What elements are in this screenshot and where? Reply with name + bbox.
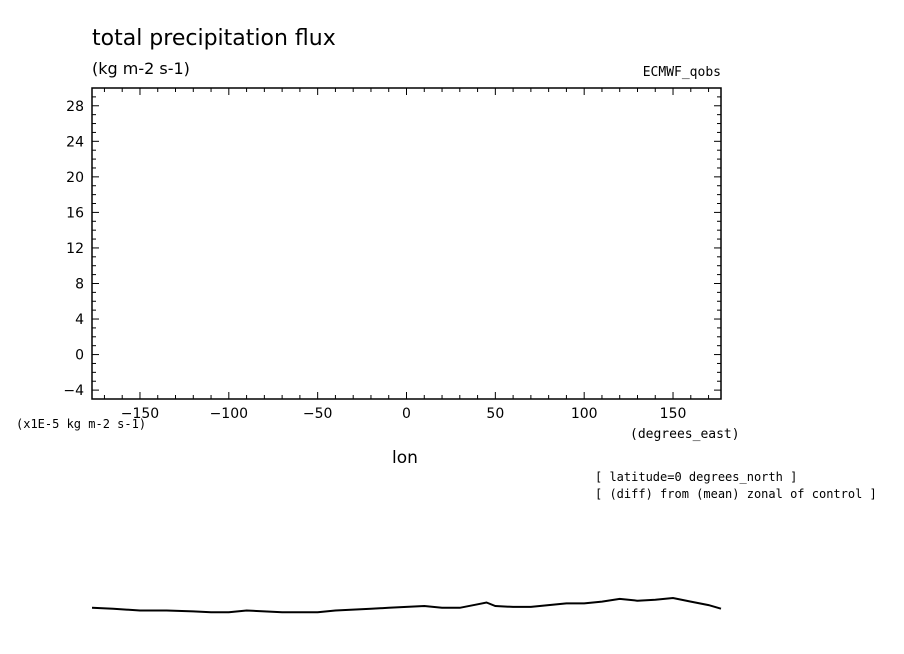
x-axis-tick-labels: −150 −100 −50 0 50 100 150 (121, 406, 687, 422)
y-axis-unit-label: (x1E-5 kg m-2 s-1) (16, 417, 146, 431)
x-tick-label: 100 (571, 406, 598, 422)
model-label: ECMWF_qobs (643, 65, 721, 80)
x-axis-ticks (103, 88, 710, 399)
y-axis-ticks (92, 87, 721, 400)
x-tick-label: 50 (486, 406, 504, 422)
y-tick-label: 4 (75, 312, 84, 328)
x-axis-title: lon (392, 448, 418, 468)
y-axis-tick-labels: −4 0 4 8 12 16 20 24 28 (63, 99, 84, 399)
y-tick-label: 20 (66, 170, 84, 186)
x-tick-label: −50 (303, 406, 333, 422)
x-tick-label: −150 (121, 406, 159, 422)
x-axis-unit-label: (degrees_east) (630, 427, 740, 442)
x-tick-label: 0 (402, 406, 411, 422)
y-tick-label: 28 (66, 99, 84, 115)
plot-frame (91, 87, 722, 400)
y-tick-label: 8 (75, 276, 84, 292)
chart-subtitle: (kg m-2 s-1) (92, 59, 190, 78)
note-diff: [ (diff) from (mean) zonal of control ] (595, 487, 877, 501)
y-tick-label: 0 (75, 348, 84, 364)
note-latitude: [ latitude=0 degrees_north ] (595, 470, 797, 484)
x-tick-label: −100 (210, 406, 248, 422)
x-tick-label: 150 (660, 406, 687, 422)
series-group (91, 596, 722, 614)
chart-title: total precipitation flux (92, 26, 336, 51)
series-line (91, 596, 722, 614)
y-tick-label: −4 (63, 383, 84, 399)
y-tick-label: 12 (66, 241, 84, 257)
y-tick-label: 24 (66, 134, 84, 150)
y-tick-label: 16 (66, 205, 84, 221)
